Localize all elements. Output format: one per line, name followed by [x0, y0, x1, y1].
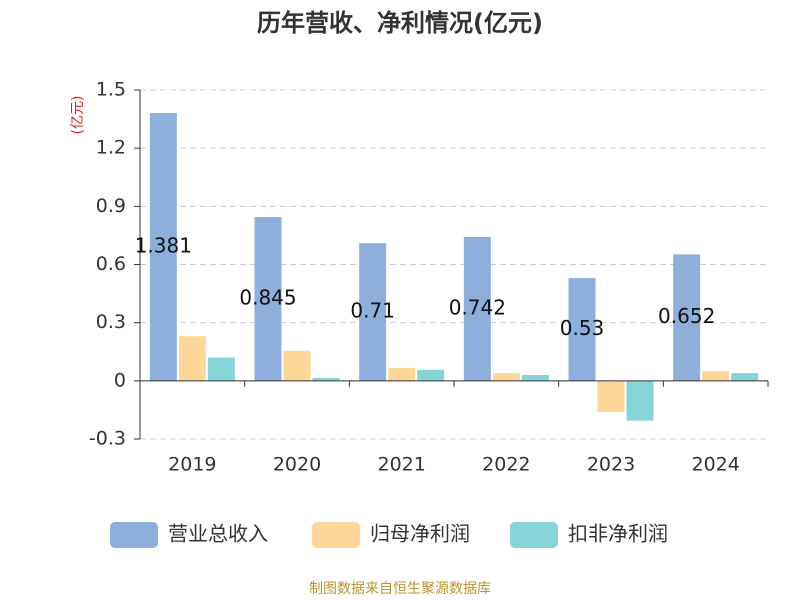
bar — [178, 336, 206, 381]
bar — [417, 369, 445, 381]
x-tick-label: 2019 — [168, 454, 216, 476]
legend-label: 归母净利润 — [370, 522, 470, 546]
y-tick-label: 0 — [114, 369, 126, 391]
chart-title: 历年营收、净利情况(亿元) — [257, 9, 543, 37]
y-tick-label: 1.5 — [96, 79, 126, 101]
bar — [283, 350, 311, 381]
bar — [597, 380, 625, 412]
source-note: 制图数据来自恒生聚源数据库 — [309, 581, 491, 597]
x-tick-label: 2023 — [587, 454, 635, 476]
bar — [492, 373, 520, 381]
bar — [388, 367, 416, 381]
y-tick-label: 1.2 — [96, 137, 126, 159]
data-label: 0.652 — [658, 304, 715, 328]
bar — [312, 377, 340, 381]
legend-swatch — [110, 522, 158, 548]
data-label: 0.53 — [560, 316, 605, 340]
legend-swatch — [510, 522, 558, 548]
y-axis-label: (亿元) — [70, 96, 86, 135]
bar — [207, 357, 235, 381]
legend-swatch — [312, 522, 360, 548]
data-label: 1.381 — [135, 233, 192, 257]
bar — [568, 278, 596, 381]
data-label: 0.71 — [350, 299, 395, 323]
legend-label: 营业总收入 — [168, 522, 268, 546]
y-tick-label: 0.3 — [96, 311, 126, 333]
y-tick-label: 0.9 — [96, 195, 126, 217]
legend-label: 扣非净利润 — [568, 522, 668, 546]
data-label: 0.845 — [239, 285, 296, 309]
x-tick-label: 2021 — [377, 454, 425, 476]
bar — [359, 243, 387, 381]
bar — [626, 380, 654, 421]
bar — [673, 254, 701, 381]
x-tick-label: 2022 — [482, 454, 530, 476]
bar — [521, 375, 549, 381]
x-tick-label: 2020 — [273, 454, 321, 476]
y-tick-label: 0.6 — [96, 253, 126, 275]
bar — [463, 236, 491, 381]
data-label: 0.742 — [449, 295, 506, 319]
bar — [702, 371, 730, 381]
y-tick-label: -0.3 — [89, 428, 126, 450]
bar — [149, 113, 177, 381]
x-tick-label: 2024 — [691, 454, 739, 476]
bar — [731, 373, 759, 381]
bar — [254, 216, 282, 381]
